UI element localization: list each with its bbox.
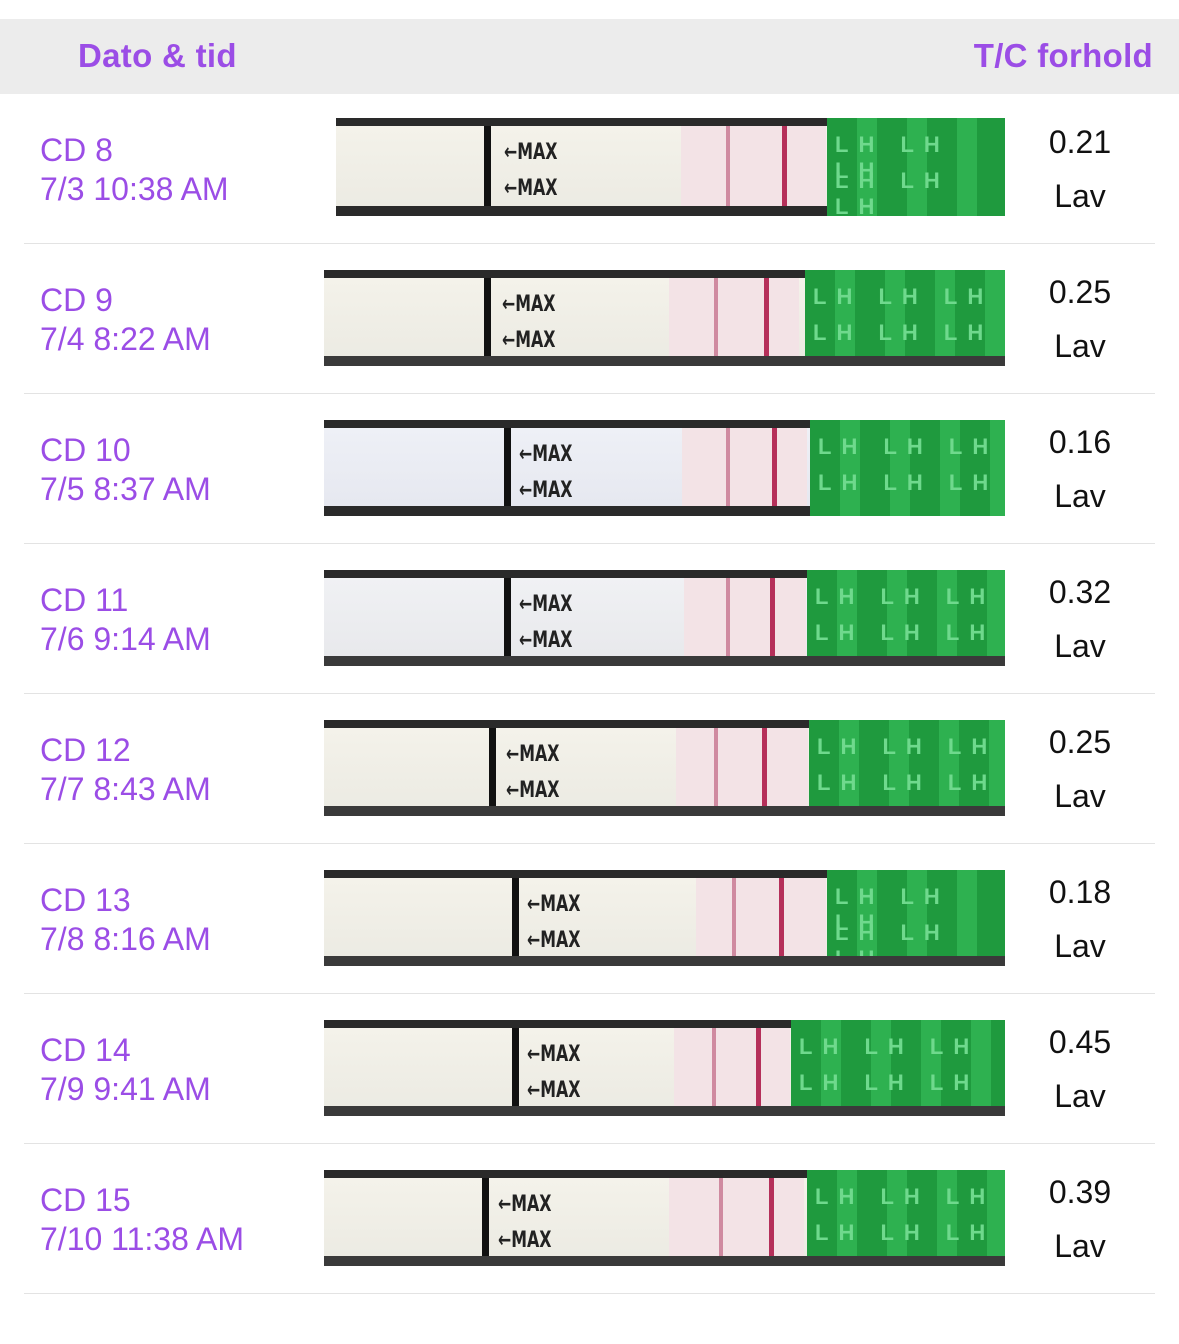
header-date-time[interactable]: Dato & tid [78, 37, 237, 74]
test-list: CD 8 7/3 10:38 AM ←MAX ←MAX LH LH LH LH L… [0, 94, 1179, 1294]
list-item[interactable]: CD 10 7/5 8:37 AM ←MAX ←MAX LH LH LH LH L… [0, 394, 1179, 544]
header-tc-ratio[interactable]: T/C forhold [973, 37, 1153, 74]
lh-level: Lav [1054, 178, 1106, 214]
tc-ratio-value: 0.32 [1048, 574, 1112, 610]
tc-ratio-value: 0.21 [1048, 124, 1112, 160]
cycle-day: CD 10 [40, 432, 131, 468]
cycle-day: CD 12 [40, 732, 131, 768]
tc-ratio-value: 0.45 [1048, 1024, 1112, 1060]
list-item[interactable]: CD 11 7/6 9:14 AM ←MAX ←MAX LH LH LH LH L… [0, 544, 1179, 694]
list-item[interactable]: CD 15 7/10 11:38 AM ←MAX ←MAX LH LH LH LH… [0, 1144, 1179, 1294]
cycle-day: CD 14 [40, 1032, 131, 1068]
date-time: 7/3 10:38 AM [40, 171, 229, 207]
tc-ratio-value: 0.25 [1048, 274, 1112, 310]
lh-level: Lav [1054, 1228, 1106, 1264]
cycle-day: CD 11 [40, 582, 129, 618]
tc-ratio-value: 0.25 [1048, 724, 1112, 760]
date-time: 7/5 8:37 AM [40, 471, 211, 507]
date-time: 7/10 11:38 AM [40, 1221, 244, 1257]
lh-level: Lav [1054, 928, 1106, 964]
lh-level: Lav [1054, 778, 1106, 814]
list-item[interactable]: CD 8 7/3 10:38 AM ←MAX ←MAX LH LH LH LH L… [0, 94, 1179, 244]
date-time: 7/8 8:16 AM [40, 921, 211, 957]
cycle-day: CD 15 [40, 1182, 131, 1218]
date-time: 7/9 9:41 AM [40, 1071, 211, 1107]
cycle-day: CD 13 [40, 882, 131, 918]
lh-level: Lav [1054, 628, 1106, 664]
lh-level: Lav [1054, 328, 1106, 364]
date-time: 7/4 8:22 AM [40, 321, 211, 357]
date-time: 7/7 8:43 AM [40, 771, 211, 807]
tc-ratio-value: 0.39 [1048, 1174, 1112, 1210]
cycle-day: CD 8 [40, 132, 113, 168]
list-item[interactable]: CD 9 7/4 8:22 AM ←MAX ←MAX LH LH LH LH LH… [0, 244, 1179, 394]
lh-level: Lav [1054, 478, 1106, 514]
table-header: Dato & tid T/C forhold [0, 19, 1179, 94]
cycle-day: CD 9 [40, 282, 113, 318]
lh-level: Lav [1054, 1078, 1106, 1114]
tc-ratio-value: 0.16 [1048, 424, 1112, 460]
tc-ratio-value: 0.18 [1048, 874, 1112, 910]
list-item[interactable]: CD 12 7/7 8:43 AM ←MAX ←MAX LH LH LH LH L… [0, 694, 1179, 844]
list-item[interactable]: CD 13 7/8 8:16 AM ←MAX ←MAX LH LH LH LH L… [0, 844, 1179, 994]
list-item[interactable]: CD 14 7/9 9:41 AM ←MAX ←MAX LH LH LH LH L… [0, 994, 1179, 1144]
date-time: 7/6 9:14 AM [40, 621, 211, 657]
